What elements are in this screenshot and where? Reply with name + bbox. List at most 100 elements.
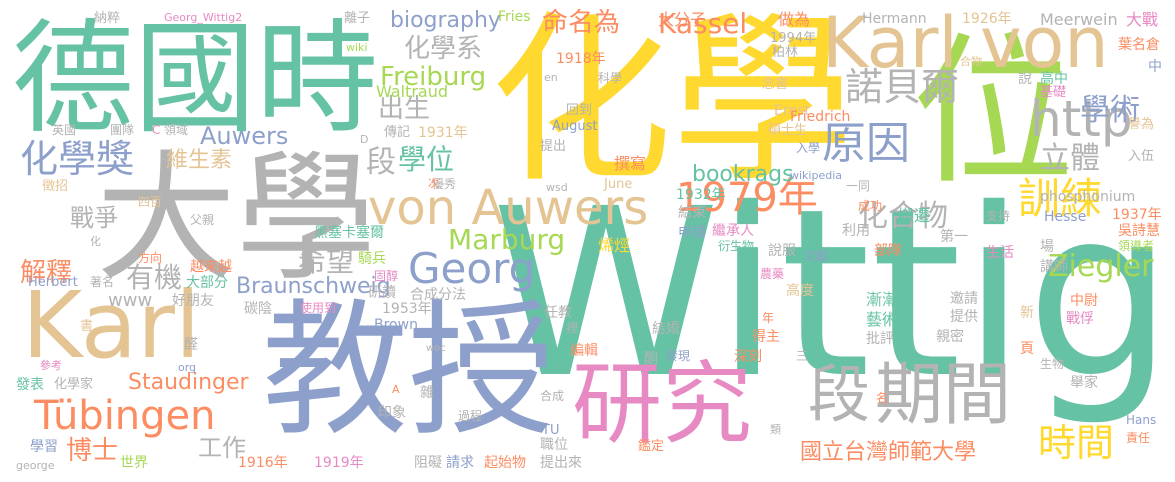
word-1926: 1926年: [962, 11, 1012, 27]
word-new: 新: [1020, 305, 1034, 321]
word-more-and-more: 越來越: [190, 259, 232, 275]
word-nazi: 納粹: [94, 11, 121, 26]
word-en: en: [544, 71, 558, 84]
word-whole-family: 舉家: [1070, 375, 1098, 391]
word-berlin: 柏林: [772, 45, 799, 60]
word-c: C: [152, 123, 161, 137]
word-wsd: wsd: [546, 181, 568, 194]
word-support: 支持: [986, 209, 1011, 223]
word-alkene: 烯烴: [598, 236, 631, 255]
word-good-friend: 好朋友: [172, 293, 214, 309]
word-auwers: Auwers: [200, 122, 289, 150]
word-tu: TU: [542, 423, 560, 438]
word-named-as: 命名為: [542, 8, 621, 38]
word-name: 名: [876, 391, 889, 405]
word-woc: woc: [426, 343, 446, 354]
word-war: 戰爭: [70, 204, 118, 232]
word-lieutenant: 中尉: [1070, 293, 1098, 309]
word-apply: 申請: [678, 225, 706, 241]
word-domain: 領域: [164, 123, 189, 137]
word-vitamin: 維生素: [166, 148, 233, 173]
word-excellent: 優秀: [432, 177, 457, 191]
word-staudinger: Staudinger: [128, 370, 249, 395]
word-field: 場: [1040, 239, 1054, 255]
word-hesse-kassel: 黑塞卡塞爾: [314, 225, 384, 241]
word-compound: 化合物: [858, 199, 948, 234]
word-freiburg: Freiburg: [380, 62, 487, 92]
word-war-great: 大戰: [1126, 10, 1159, 29]
word-1918: 1918年: [556, 51, 606, 67]
word-kind: 類: [770, 423, 781, 436]
word-literature: 文獻: [804, 249, 829, 263]
word-propose: 提出: [540, 139, 567, 154]
word-braunschweig: Braunschweig: [236, 274, 391, 299]
word-starting-material: 起始物: [484, 455, 526, 471]
word-identify: 鑑定: [638, 439, 665, 454]
word-uk: 英國: [52, 123, 77, 137]
word-birth: 出生: [378, 94, 431, 124]
word-work: 工作: [198, 434, 246, 462]
word-together: 一同: [846, 179, 871, 193]
word-relocate: 搬遷: [898, 206, 931, 225]
word-persuade: 說服: [768, 243, 796, 259]
word-impression: 印象: [378, 405, 406, 421]
word-hope: 希望: [298, 245, 355, 278]
word-ernst: Ernst: [774, 103, 811, 119]
word-karl: Karl: [22, 272, 201, 379]
word-gradually: 漸漸: [866, 290, 899, 309]
word-synthesis: 合成: [540, 389, 565, 403]
word-first: 第一: [940, 229, 968, 245]
word-www: www: [108, 290, 153, 311]
word-professor: 教授: [262, 286, 554, 456]
word-kassel: Kassel: [658, 7, 748, 40]
word-wikipedia: wikipedia: [790, 169, 843, 182]
word-time-count: 次: [428, 177, 439, 190]
word-georg: Georg: [408, 244, 536, 293]
word-waltraud: Waltraud: [376, 82, 448, 101]
word-meerwein: Meerwein: [1040, 10, 1118, 29]
word-deep: 深刻: [734, 349, 762, 365]
word-herbert: Herbert: [28, 275, 78, 290]
word-wiki: wiki: [346, 41, 368, 54]
word-pow: 戰俘: [1066, 311, 1094, 327]
word-study-read: 研讀: [368, 285, 396, 301]
word-request: 請求: [446, 455, 474, 471]
word-say: 說: [1018, 71, 1032, 87]
word-explain: 解釋: [20, 258, 73, 288]
word-university: 大學: [96, 138, 377, 301]
word-life: 生活: [986, 245, 1014, 261]
word-june: June: [604, 177, 633, 192]
word-bio: 生物: [1040, 357, 1065, 371]
word-publish: 發表: [16, 377, 44, 393]
word-germany-time: 德國時: [12, 8, 378, 150]
word-troops: 部隊: [874, 243, 902, 259]
word-phosphonium: phosphonium: [1040, 189, 1136, 205]
word-year: 年: [762, 311, 775, 325]
word-process: 過程: [458, 409, 483, 423]
word-art: 藝術: [866, 310, 899, 329]
word-ntnu: 國立台灣師範大學: [800, 440, 977, 465]
word-time: 時間: [1038, 421, 1115, 465]
word-used: 使用到: [300, 301, 337, 315]
word-academic: 學術: [1080, 93, 1140, 128]
word-book: 書: [80, 319, 94, 334]
word-pesticide: 農藥: [760, 267, 785, 281]
word-post: 職位: [540, 437, 568, 453]
word-reason: 原因: [822, 118, 910, 169]
word-intimate: 親密: [936, 329, 964, 345]
word-responsibility: 責任: [1126, 431, 1151, 445]
word-friedrich: Friedrich: [790, 109, 851, 125]
word-brown: Brown: [374, 317, 418, 333]
word-george: george: [16, 459, 55, 472]
word-editor: 編輯: [570, 343, 598, 359]
word-1979: 1979年: [676, 175, 818, 221]
word-four-hundred: 四百: [138, 195, 163, 209]
word-teach: 任教: [544, 305, 572, 321]
word-ketone: 酮: [644, 351, 658, 367]
word-enroll: 入學: [796, 141, 821, 155]
word-three: 三: [796, 349, 809, 363]
word-ziegler: Ziegler: [1048, 249, 1154, 284]
word-stereo: 立體: [1040, 141, 1100, 176]
word-synthesis-method: 合成分法: [410, 287, 466, 303]
